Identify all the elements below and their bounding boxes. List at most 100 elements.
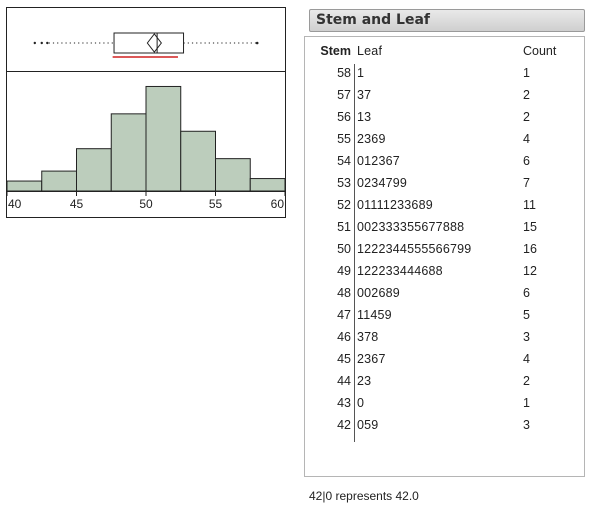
boxplot	[33, 32, 259, 58]
stem-leaf-row: 43 0 1	[305, 392, 584, 414]
x-tick-label-4: 60	[271, 197, 285, 211]
stem-value: 44	[337, 374, 351, 388]
stem-value: 48	[337, 286, 351, 300]
stem-value: 57	[337, 88, 351, 102]
leaf-value: 2369	[357, 132, 386, 146]
histogram-bar-3	[110, 113, 147, 192]
leaf-value: 012367	[357, 154, 400, 168]
stem-value: 51	[337, 220, 351, 234]
stem-leaf-row: 58 1 1	[305, 62, 584, 84]
count-value: 2	[523, 374, 530, 388]
count-header: Count	[523, 44, 557, 58]
histogram-bar-5	[180, 130, 216, 192]
stem-leaf-row: 44 23 2	[305, 370, 584, 392]
leaf-value: 002333355677888	[357, 220, 465, 234]
x-tick-label-3: 55	[209, 197, 223, 211]
outlier-point-0	[33, 41, 36, 45]
count-value: 12	[523, 264, 537, 278]
count-value: 4	[523, 132, 530, 146]
histogram-bars	[6, 85, 286, 192]
leaf-value: 122233444688	[357, 264, 443, 278]
leaf-value: 1	[357, 66, 365, 80]
count-value: 4	[523, 352, 530, 366]
leaf-value: 01111233689	[357, 198, 433, 212]
x-tick-label-1: 45	[70, 197, 84, 211]
leaf-value: 13	[357, 110, 372, 124]
histogram-bar-4	[145, 85, 182, 192]
leaf-value: 37	[357, 88, 372, 102]
leaf-value: 0234799	[357, 176, 408, 190]
histogram-svg: 40 45 50 55 60	[6, 7, 286, 218]
count-value: 3	[523, 418, 530, 432]
boxplot-box	[113, 32, 185, 54]
stem-value: 45	[337, 352, 351, 366]
stem-value: 42	[337, 418, 351, 432]
histogram-bar-7	[249, 178, 286, 192]
stem-value: 49	[337, 264, 351, 278]
stem-leaf-row: 46 378 3	[305, 326, 584, 348]
count-value: 16	[523, 242, 537, 256]
stem-value: 55	[337, 132, 351, 146]
count-value: 6	[523, 286, 530, 300]
count-value: 11	[523, 198, 536, 212]
count-value: 3	[523, 330, 530, 344]
histogram-bar-0	[6, 180, 43, 192]
leaf-value: 11459	[357, 308, 392, 322]
stem-leaf-row: 52 01111233689 11	[305, 194, 584, 216]
stem-value: 43	[337, 396, 351, 410]
count-value: 2	[523, 88, 530, 102]
stem-leaf-row: 45 2367 4	[305, 348, 584, 370]
stem-leaf-row: 47 11459 5	[305, 304, 584, 326]
count-value: 2	[523, 110, 530, 124]
stem-leaf-header-row: Stem Leaf Count	[305, 40, 584, 62]
leaf-value: 0	[357, 396, 365, 410]
stem-leaf-row: 54 012367 6	[305, 150, 584, 172]
stem-leaf-row: 42 059 3	[305, 414, 584, 436]
histogram-bar-2	[76, 148, 112, 192]
count-value: 6	[523, 154, 530, 168]
histogram-panel: 40 45 50 55 60	[6, 7, 286, 227]
stem-value: 50	[337, 242, 351, 256]
stem-value: 46	[337, 330, 351, 344]
stem-leaf-table: Stem Leaf Count 58 1 1 57 37 2 56 13 2 55 2369 4 54 0…	[304, 36, 585, 477]
leaf-value: 23	[357, 374, 372, 388]
stem-leaf-row: 57 37 2	[305, 84, 584, 106]
stem-value: 56	[337, 110, 351, 124]
stem-value: 54	[337, 154, 351, 168]
stem-value: 53	[337, 176, 351, 190]
stem-leaf-row: 51 002333355677888 15	[305, 216, 584, 238]
x-tick-label-0: 40	[8, 197, 22, 211]
stem-leaf-row: 48 002689 6	[305, 282, 584, 304]
x-axis-ticks: 40 45 50 55 60	[6, 191, 286, 211]
leaf-value: 1222344555566799	[357, 242, 472, 256]
count-value: 15	[523, 220, 537, 234]
stem-leaf-row: 55 2369 4	[305, 128, 584, 150]
stem-value: 58	[337, 66, 351, 80]
whisker-end-point	[255, 41, 259, 45]
stem-leaf-row: 53 0234799 7	[305, 172, 584, 194]
stem-leaf-title: Stem and Leaf	[309, 9, 585, 32]
stem-leaf-row: 49 122233444688 12	[305, 260, 584, 282]
stem-header: Stem	[320, 44, 351, 58]
stem-leaf-footnote: 42|0 represents 42.0	[309, 489, 419, 503]
stem-value: 47	[337, 308, 351, 322]
mean-diamond	[146, 33, 162, 53]
stem-divider	[354, 64, 355, 442]
stem-leaf-row: 50 1222344555566799 16	[305, 238, 584, 260]
count-value: 1	[523, 396, 530, 410]
x-tick-label-2: 50	[139, 197, 153, 211]
count-value: 1	[523, 66, 530, 80]
leaf-header: Leaf	[357, 44, 383, 58]
histogram-bar-6	[215, 158, 251, 192]
stem-leaf-row: 56 13 2	[305, 106, 584, 128]
count-value: 7	[523, 176, 530, 190]
histogram-bar-1	[41, 170, 77, 192]
count-value: 5	[523, 308, 530, 322]
outlier-point-2	[46, 41, 49, 45]
leaf-value: 2367	[357, 352, 386, 366]
leaf-value: 378	[357, 330, 379, 344]
leaf-value: 002689	[357, 286, 400, 300]
outlier-point-1	[40, 41, 43, 45]
leaf-value: 059	[357, 418, 379, 432]
stem-value: 52	[337, 198, 351, 212]
